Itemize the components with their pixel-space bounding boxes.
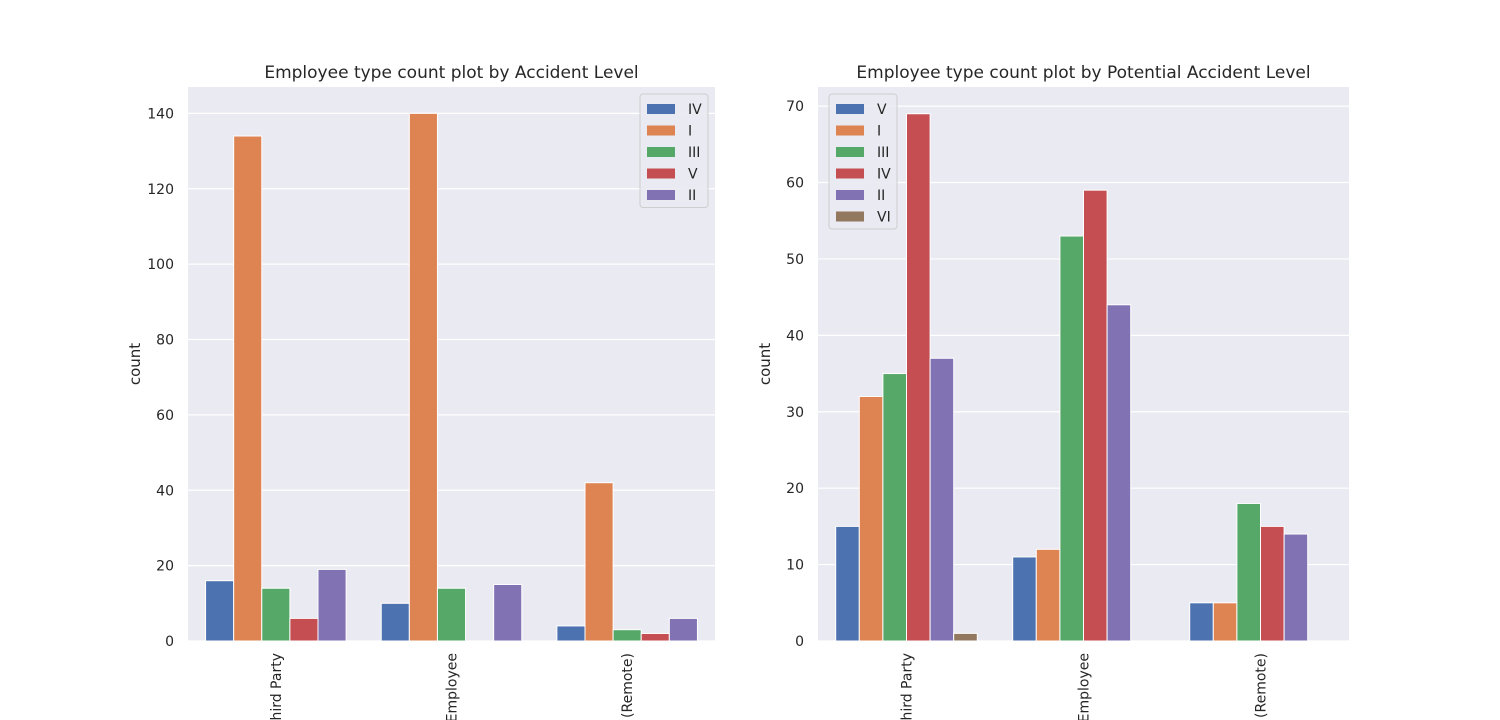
y-axis-label: count (126, 343, 144, 385)
bar-I-2 (408, 112, 438, 642)
legend-swatch (647, 168, 675, 179)
legend-swatch (836, 168, 864, 179)
bar-V-2 (1012, 556, 1037, 642)
legend-swatch (647, 190, 675, 200)
bar-III-1 (261, 587, 291, 642)
legend-label: V (877, 102, 887, 118)
y-tick-label: 140 (147, 106, 174, 122)
legend-label: II (877, 188, 885, 204)
bar-I-3 (1212, 602, 1238, 642)
y-tick-label: 20 (156, 559, 174, 575)
plot-area (188, 87, 715, 641)
legend-swatch (836, 104, 864, 114)
bar-III-1 (882, 373, 908, 642)
bar-II-3 (668, 617, 698, 642)
bar-I-1 (858, 395, 884, 642)
legend-label: VI (877, 210, 891, 226)
legend-label: III (877, 145, 889, 161)
bar-II-2 (1106, 304, 1132, 642)
legend-label: II (688, 188, 696, 204)
y-tick-label: 40 (786, 328, 804, 344)
y-tick-label: 120 (147, 182, 174, 198)
legend-swatch (836, 147, 864, 157)
y-tick-label: 30 (786, 405, 804, 421)
x-tick-label: (Remote) (1254, 653, 1270, 718)
chart-panel-accident-level: Employee type count plot by Accident Lev… (126, 63, 715, 720)
y-tick-label: 80 (156, 333, 174, 349)
x-tick-label: (Remote) (620, 653, 636, 718)
bar-I-1 (233, 135, 263, 642)
bar-II-1 (317, 568, 347, 642)
bar-IV-2 (380, 602, 410, 642)
bar-V-3 (1189, 602, 1214, 642)
y-tick-label: 50 (786, 252, 804, 268)
bar-III-3 (1236, 502, 1262, 642)
bar-IV-3 (1260, 525, 1285, 642)
legend-swatch (647, 125, 675, 136)
legend-swatch (647, 104, 675, 114)
y-tick-label: 60 (156, 408, 174, 424)
y-tick-label: 70 (786, 99, 804, 115)
x-tick-label: hird Party (900, 653, 916, 720)
legend-label: I (877, 124, 881, 140)
y-tick-label: 20 (786, 481, 804, 497)
bar-V-1 (835, 525, 860, 642)
chart-title: Employee type count plot by Potential Ac… (856, 63, 1310, 83)
y-tick-label: 40 (156, 483, 174, 499)
legend-label: V (688, 167, 698, 183)
bar-II-2 (493, 583, 523, 642)
x-tick-label: Employee (445, 653, 461, 720)
x-tick-label: Employee (1077, 653, 1093, 720)
bar-IV-2 (1083, 189, 1108, 642)
chart-title: Employee type count plot by Accident Lev… (264, 63, 638, 83)
bar-V-1 (289, 617, 319, 642)
bar-IV-1 (205, 580, 235, 642)
bar-II-3 (1283, 533, 1309, 642)
legend-label: IV (877, 167, 891, 183)
y-tick-label: 0 (165, 634, 174, 650)
y-tick-label: 10 (786, 558, 804, 574)
legend-swatch (647, 147, 675, 157)
bar-VI-1 (953, 632, 978, 642)
bar-I-2 (1035, 548, 1061, 642)
bar-IV-1 (906, 113, 931, 642)
bar-I-3 (584, 482, 614, 642)
legend-swatch (836, 190, 864, 200)
y-axis-label: count (756, 343, 774, 385)
legend-label: IV (688, 102, 702, 118)
y-tick-label: 0 (795, 634, 804, 650)
x-tick-label: hird Party (269, 653, 285, 720)
bar-III-2 (436, 587, 467, 642)
legend-swatch (836, 125, 864, 136)
bar-II-1 (929, 357, 955, 642)
bar-V-3 (640, 632, 670, 642)
chart-panel-potential-accident-level: Employee type count plot by Potential Ac… (756, 63, 1349, 720)
bar-III-3 (612, 629, 642, 642)
bar-III-2 (1059, 235, 1085, 642)
y-tick-label: 100 (147, 257, 174, 273)
bar-IV-3 (556, 625, 586, 642)
y-tick-label: 60 (786, 176, 804, 192)
legend-label: III (688, 145, 700, 161)
legend-label: I (688, 124, 692, 140)
legend-swatch (836, 211, 864, 222)
